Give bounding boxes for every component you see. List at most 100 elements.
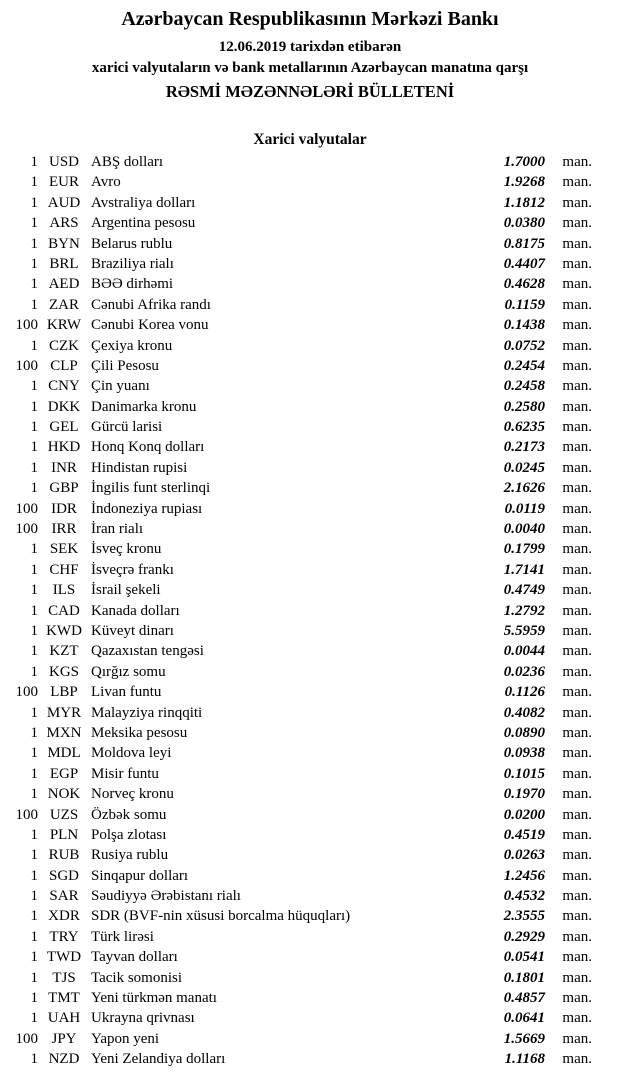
rate-value: 0.0752 [503,337,545,354]
table-row: 100 UZS Özbək somu 0.0200 man. [0,805,620,825]
rate-currency-code: RUB [48,847,80,864]
rate-quantity: 1 [30,888,39,905]
rate-currency-code: JPY [51,1030,77,1047]
section-title-foreign-currencies: Xarici valyutalar [253,131,367,148]
rate-currency-code: ZAR [49,296,79,313]
rate-unit-label: man. [562,847,592,864]
rate-value: 0.0119 [504,500,545,517]
table-row: 1 NZD Yeni Zelandiya dolları 1.1168 man. [0,1049,620,1069]
rate-unit-label: man. [562,439,592,456]
rate-value: 0.1159 [504,296,545,313]
rate-currency-code: UAH [47,1010,81,1027]
rate-currency-name: Yeni türkmən manatı [91,990,217,1007]
rate-currency-name: Çili Pesosu [91,357,159,374]
table-row: 1 CAD Kanada dolları 1.2792 man. [0,601,620,621]
rate-value: 1.5669 [503,1030,545,1047]
rate-currency-name: Norveç kronu [91,786,174,803]
rate-quantity: 1 [30,215,39,232]
rate-unit-label: man. [562,643,592,660]
rate-currency-code: KGS [48,663,79,680]
rate-currency-code: MXN [46,724,82,741]
table-row: 1 HKD Honq Konq dolları 0.2173 man. [0,437,620,457]
table-row: 1 TJS Tacik somonisi 0.1801 man. [0,968,620,988]
rate-currency-code: AED [48,276,80,293]
rate-unit-label: man. [562,602,592,619]
rate-currency-name: İsrail şekeli [91,582,161,599]
rate-currency-code: ILS [52,582,76,599]
rate-unit-label: man. [562,194,592,211]
rate-currency-name: Cənubi Afrika randı [91,296,211,313]
table-row: 1 ZAR Cənubi Afrika randı 0.1159 man. [0,295,620,315]
rate-currency-name: Özbək somu [91,806,167,823]
rate-quantity: 1 [30,908,39,925]
rate-value: 0.4082 [503,704,545,721]
exchange-rates-table: 1 USD ABŞ dolları 1.7000 man. 1 EUR Avro… [0,152,620,1070]
rate-currency-code: BYN [48,235,80,252]
rate-value: 0.0044 [503,643,545,660]
rate-currency-code: KRW [46,317,82,334]
table-row: 1 KWD Küveyt dinarı 5.5959 man. [0,621,620,641]
rate-quantity: 1 [30,439,39,456]
rate-currency-code: CNY [48,378,80,395]
rate-quantity: 100 [15,521,39,538]
table-row: 100 LBP Livan funtu 0.1126 man. [0,682,620,702]
rate-currency-name: Hindistan rupisi [91,459,188,476]
table-row: 1 KZT Qazaxıstan tengəsi 0.0044 man. [0,641,620,661]
rate-value: 0.2929 [503,928,545,945]
table-row: 1 CHF İsveçrə frankı 1.7141 man. [0,560,620,580]
rate-quantity: 1 [30,1010,39,1027]
table-row: 1 AUD Avstraliya dolları 1.1812 man. [0,193,620,213]
rate-currency-name: Türk lirəsi [91,928,154,945]
rate-quantity: 1 [30,194,39,211]
rate-quantity: 1 [30,826,39,843]
table-row: 1 ARS Argentina pesosu 0.0380 man. [0,213,620,233]
rate-value: 0.0263 [503,847,545,864]
rate-unit-label: man. [562,990,592,1007]
rate-quantity: 1 [30,174,39,191]
rate-currency-name: İsveç kronu [91,541,162,558]
table-row: 100 IDR İndoneziya rupiası 0.0119 man. [0,499,620,519]
rate-currency-name: Çexiya kronu [91,337,173,354]
rate-quantity: 1 [30,398,39,415]
rate-unit-label: man. [562,1051,592,1068]
table-row: 100 IRR İran rialı 0.0040 man. [0,519,620,539]
rate-currency-name: Meksika pesosu [91,724,188,741]
rate-currency-code: MDL [47,745,81,762]
bank-name-title: Azərbaycan Respublikasının Mərkəzi Bankı [121,8,499,30]
rate-unit-label: man. [562,521,592,538]
rate-unit-label: man. [562,357,592,374]
rate-value: 0.0236 [503,663,545,680]
rate-quantity: 1 [30,847,39,864]
rate-quantity: 1 [30,154,39,170]
rate-quantity: 1 [30,663,39,680]
rate-unit-label: man. [562,235,592,252]
rate-value: 1.7141 [503,561,545,578]
rate-currency-code: BRL [49,255,79,272]
rate-currency-code: TMT [48,990,80,1007]
rate-value: 2.1626 [503,480,545,497]
rate-unit-label: man. [562,888,592,905]
rate-value: 0.4749 [503,582,545,599]
rate-unit-label: man. [562,786,592,803]
bulletin-header: Azərbaycan Respublikasının Mərkəzi Bankı… [0,0,620,102]
rate-currency-name: Danimarka kronu [91,398,197,415]
rate-value: 0.1801 [503,969,545,986]
rate-value: 0.4532 [503,888,545,905]
table-row: 1 TRY Türk lirəsi 0.2929 man. [0,927,620,947]
rate-unit-label: man. [562,582,592,599]
rate-currency-code: HKD [47,439,81,456]
table-row: 1 GBP İngilis funt sterlinqi 2.1626 man. [0,478,620,498]
rate-value: 1.2456 [503,867,545,884]
rate-unit-label: man. [562,561,592,578]
rate-currency-code: GEL [49,419,79,436]
rate-unit-label: man. [562,480,592,497]
rate-currency-code: TRY [49,928,79,945]
rate-value: 0.1799 [503,541,545,558]
rate-value: 0.4628 [503,276,545,293]
table-row: 100 KRW Cənubi Korea vonu 0.1438 man. [0,315,620,335]
bulletin-title: RƏSMİ MƏZƏNNƏLƏRİ BÜLLETENİ [165,82,455,101]
rate-unit-label: man. [562,276,592,293]
rate-currency-code: CAD [48,602,80,619]
rate-currency-name: Belarus rublu [91,235,173,252]
table-row: 1 ILS İsrail şekeli 0.4749 man. [0,580,620,600]
